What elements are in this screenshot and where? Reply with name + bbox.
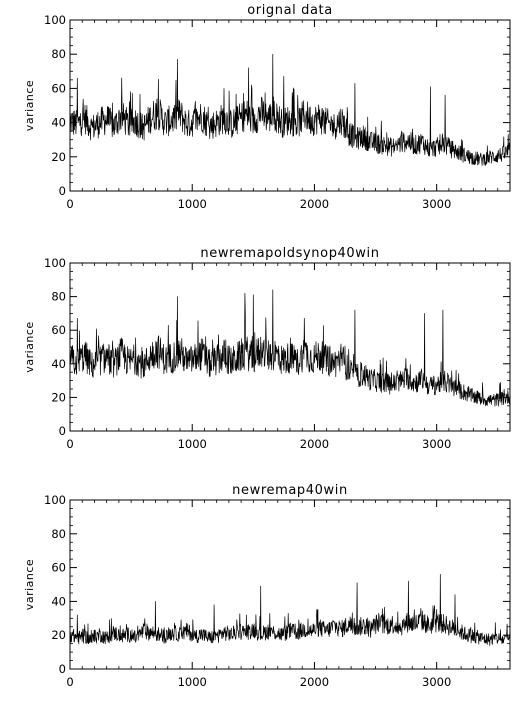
y-tick-label: 60 <box>51 323 66 337</box>
y-tick-label: 20 <box>51 628 66 642</box>
chart-title: newremap40win <box>232 483 348 498</box>
series-line-1 <box>69 289 511 407</box>
y-tick-label: 40 <box>51 594 66 608</box>
y-tick-label: 60 <box>51 561 66 575</box>
x-tick-label: 3000 <box>422 197 451 211</box>
y-tick-label: 0 <box>59 662 66 676</box>
y-tick-label: 80 <box>51 47 66 61</box>
y-tick-label: 0 <box>59 184 66 198</box>
y-tick-label: 40 <box>51 116 66 130</box>
series-line-1 <box>69 574 511 646</box>
y-tick-label: 80 <box>51 527 66 541</box>
plot-frame <box>69 19 511 192</box>
y-axis-label: variance <box>23 321 36 372</box>
x-tick-label: 1000 <box>178 437 207 451</box>
y-tick-label: 20 <box>51 390 66 404</box>
x-tick-label: 0 <box>66 197 73 211</box>
x-tick-label: 1000 <box>178 197 207 211</box>
y-tick-label: 60 <box>51 81 66 95</box>
x-tick-label: 3000 <box>422 437 451 451</box>
y-tick-label: 100 <box>44 13 66 27</box>
x-tick-label: 0 <box>66 437 73 451</box>
chart-title: newremapoldsynop40win <box>200 246 379 261</box>
x-tick-label: 0 <box>66 675 73 689</box>
plot-frame <box>69 499 511 670</box>
y-tick-label: 0 <box>59 424 66 438</box>
x-tick-label: 2000 <box>300 197 329 211</box>
series-line-1 <box>69 53 511 166</box>
x-tick-label: 1000 <box>178 675 207 689</box>
chart-panel-2: newremapoldsynop40win variance 0 20 40 60 80 10… <box>23 246 511 451</box>
x-tick-label: 2000 <box>300 675 329 689</box>
y-tick-label: 20 <box>51 150 66 164</box>
y-tick-label: 40 <box>51 357 66 371</box>
y-tick-label: 100 <box>44 256 66 270</box>
y-tick-label: 100 <box>44 493 66 507</box>
x-tick-label: 2000 <box>300 437 329 451</box>
x-tick-label: 3000 <box>422 675 451 689</box>
y-axis-label: variance <box>23 559 36 610</box>
y-tick-label: 80 <box>51 290 66 304</box>
chart-title: orignal data <box>247 3 333 18</box>
y-axis-label: variance <box>23 80 36 131</box>
